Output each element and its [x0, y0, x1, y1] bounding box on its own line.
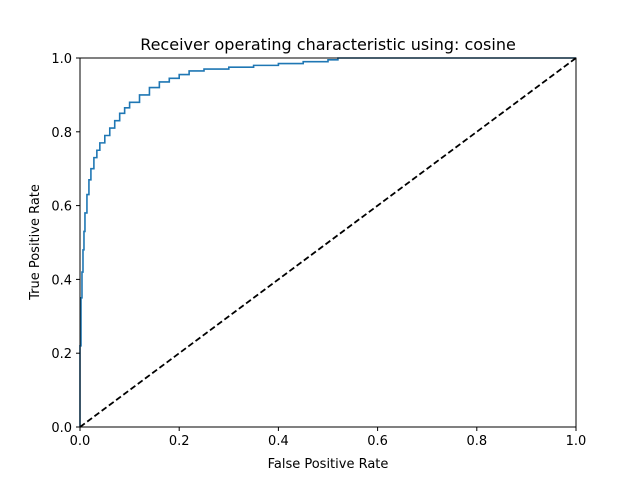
chance-diagonal-line — [79, 57, 577, 428]
y-tick-label: 1.0 — [51, 52, 72, 67]
x-tick-label: 0.0 — [70, 434, 91, 449]
x-tick-label: 0.2 — [169, 434, 190, 449]
y-tick-label: 0.2 — [51, 347, 72, 362]
y-tick-label: 0.4 — [51, 273, 72, 288]
y-tick-label: 0.6 — [51, 200, 72, 215]
x-tick-label: 1.0 — [566, 434, 587, 449]
axes: 0.0 0.2 0.4 0.6 0.8 1.0 0.0 0.2 0.4 0.6 0.8 1.0 — [51, 52, 586, 449]
plot-area — [79, 57, 577, 428]
axes-frame — [79, 57, 577, 428]
x-axis-label: False Positive Rate — [268, 457, 389, 472]
x-tick-label: 0.6 — [367, 434, 388, 449]
chart-title: Receiver operating characteristic using:… — [140, 35, 516, 54]
roc-curve-line — [79, 57, 576, 427]
y-tick-label: 0.0 — [51, 421, 72, 436]
y-tick-label: 0.8 — [51, 126, 72, 141]
y-axis-label: True Positive Rate — [28, 184, 43, 301]
x-tick-label: 0.4 — [268, 434, 289, 449]
x-tick-label: 0.8 — [466, 434, 487, 449]
